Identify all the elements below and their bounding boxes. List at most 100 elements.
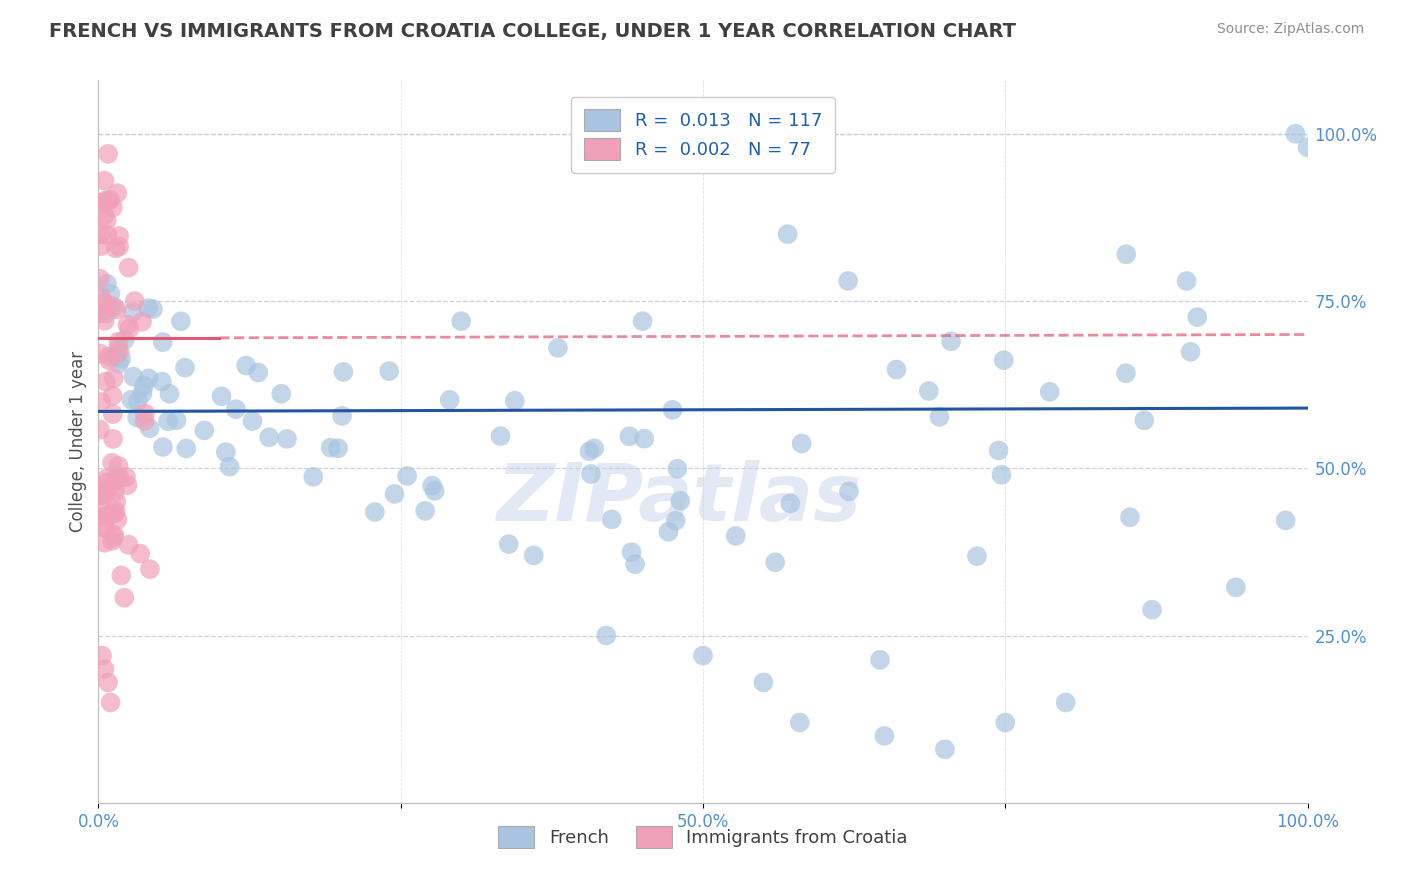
Point — [93, 662, 115, 676]
Point — [990, 467, 1012, 482]
Point — [110, 351, 132, 366]
Point — [96, 213, 118, 227]
Point — [620, 545, 643, 559]
Point — [90, 227, 112, 242]
Point — [1140, 603, 1163, 617]
Point — [384, 487, 406, 501]
Point — [1180, 344, 1202, 359]
Point — [131, 315, 153, 329]
Point — [225, 402, 247, 417]
Point — [100, 299, 122, 313]
Point — [107, 341, 129, 355]
Point — [170, 314, 193, 328]
Point — [94, 375, 117, 389]
Point — [93, 314, 115, 328]
Point — [103, 528, 125, 542]
Point — [90, 239, 112, 253]
Point — [105, 348, 128, 362]
Point — [105, 186, 128, 200]
Point — [104, 504, 127, 518]
Point — [98, 507, 121, 521]
Point — [101, 407, 124, 421]
Point — [89, 489, 111, 503]
Point — [122, 369, 145, 384]
Text: FRENCH VS IMMIGRANTS FROM CROATIA COLLEGE, UNDER 1 YEAR CORRELATION CHART: FRENCH VS IMMIGRANTS FROM CROATIA COLLEG… — [49, 22, 1017, 41]
Point — [966, 549, 988, 563]
Point — [89, 422, 111, 436]
Point — [124, 294, 146, 309]
Point — [100, 286, 122, 301]
Point — [118, 260, 141, 275]
Point — [91, 648, 114, 663]
Point — [89, 306, 111, 320]
Point — [450, 314, 472, 328]
Point — [270, 386, 292, 401]
Point — [114, 333, 136, 347]
Point — [108, 471, 131, 485]
Point — [595, 628, 617, 642]
Point — [101, 389, 124, 403]
Point — [90, 290, 112, 304]
Point — [118, 322, 141, 336]
Point — [600, 512, 623, 526]
Point — [326, 442, 349, 456]
Point — [330, 409, 353, 423]
Point — [1119, 510, 1142, 524]
Point — [121, 305, 143, 319]
Y-axis label: College, Under 1 year: College, Under 1 year — [69, 351, 87, 533]
Point — [136, 301, 159, 315]
Text: ZIPatlas: ZIPatlas — [496, 460, 862, 539]
Point — [96, 194, 118, 209]
Point — [247, 366, 270, 380]
Point — [152, 335, 174, 350]
Point — [91, 503, 114, 517]
Point — [104, 242, 127, 256]
Point — [89, 271, 111, 285]
Point — [928, 409, 950, 424]
Point — [103, 507, 125, 521]
Point — [90, 395, 112, 409]
Point — [665, 514, 688, 528]
Point — [101, 432, 124, 446]
Point — [776, 227, 799, 242]
Text: Source: ZipAtlas.com: Source: ZipAtlas.com — [1216, 22, 1364, 37]
Point — [104, 484, 127, 499]
Point — [108, 229, 131, 244]
Point — [1115, 366, 1137, 380]
Point — [779, 496, 801, 510]
Point — [1284, 127, 1306, 141]
Point — [94, 307, 117, 321]
Point — [174, 442, 197, 456]
Point — [669, 494, 692, 508]
Point — [332, 365, 354, 379]
Point — [129, 547, 152, 561]
Point — [103, 530, 125, 544]
Point — [107, 458, 129, 473]
Point — [117, 538, 139, 552]
Point — [993, 353, 1015, 368]
Point — [790, 436, 813, 450]
Point — [498, 537, 520, 551]
Point — [107, 334, 129, 349]
Point — [132, 378, 155, 392]
Point — [987, 443, 1010, 458]
Point — [108, 239, 131, 253]
Point — [523, 549, 546, 563]
Point — [103, 371, 125, 385]
Point — [934, 742, 956, 756]
Point — [193, 423, 215, 437]
Point — [97, 147, 120, 161]
Point — [666, 461, 689, 475]
Point — [96, 277, 118, 291]
Point — [100, 696, 122, 710]
Point — [583, 442, 606, 456]
Point — [120, 392, 142, 407]
Point — [105, 302, 128, 317]
Point — [235, 359, 257, 373]
Point — [93, 209, 115, 223]
Point — [257, 430, 280, 444]
Point — [108, 344, 131, 359]
Point — [1175, 274, 1198, 288]
Point — [96, 193, 118, 207]
Point — [1296, 140, 1319, 154]
